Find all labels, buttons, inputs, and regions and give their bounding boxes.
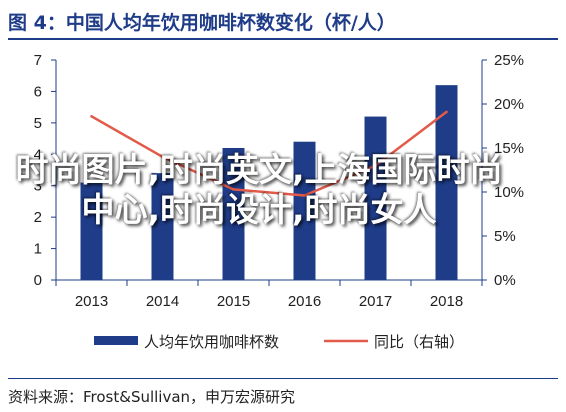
right-tick-label: 20%	[494, 96, 524, 113]
right-tick-label: 0%	[494, 272, 516, 289]
left-tick-label: 7	[34, 52, 42, 69]
left-tick-label: 6	[34, 83, 42, 100]
title-rule	[8, 38, 558, 40]
bar-2015	[222, 148, 245, 280]
yoy-point-2014	[161, 155, 164, 159]
bar-2017	[364, 116, 387, 280]
left-tick-label: 0	[34, 272, 42, 289]
left-axis: 0 1 2 3 4 5 6 7	[34, 52, 57, 289]
yoy-point-2016	[303, 194, 306, 197]
yoy-point-2017	[374, 164, 377, 167]
x-tick-label: 2018	[430, 293, 463, 310]
x-tick-label: 2015	[217, 293, 250, 310]
x-tick-label: 2014	[146, 293, 179, 310]
x-tick-label: 2017	[359, 293, 392, 310]
bar-2013	[80, 182, 103, 280]
legend: 人均年饮用咖啡杯数 同比（右轴）	[94, 333, 464, 351]
legend-bar-swatch	[94, 336, 138, 345]
left-tick-label: 4	[34, 146, 42, 163]
left-tick-label: 1	[34, 241, 42, 258]
right-tick-label: 15%	[494, 140, 524, 157]
right-tick-label: 5%	[494, 228, 516, 245]
right-tick-label: 10%	[494, 184, 524, 201]
line-series	[90, 110, 448, 197]
figure-title: 图 4：中国人均年饮用咖啡杯数变化（杯/人）	[8, 12, 396, 34]
x-tick-label: 2013	[75, 293, 108, 310]
left-tick-label: 5	[34, 115, 42, 132]
bar-2014	[151, 173, 174, 280]
yoy-point-2013	[90, 115, 93, 118]
legend-line-label: 同比（右轴）	[374, 333, 464, 351]
yoy-point-2015	[232, 188, 235, 191]
right-axis: 0% 5% 10% 15% 20% 25%	[481, 52, 524, 289]
bar-2018	[435, 85, 458, 281]
source-note: 资料来源：Frost&Sullivan，申万宏源研究	[8, 388, 296, 406]
source-rule	[8, 378, 558, 379]
bar-2016	[293, 141, 316, 280]
legend-bar-label: 人均年饮用咖啡杯数	[144, 333, 279, 351]
left-tick-label: 2	[34, 209, 42, 226]
right-tick-label: 25%	[494, 52, 524, 69]
bar-series	[80, 85, 458, 281]
yoy-point-2018	[445, 110, 448, 114]
x-tick-label: 2016	[288, 293, 321, 310]
yoy-line	[90, 110, 448, 197]
x-axis: 2013 2014 2015 2016 2017 2018	[55, 279, 483, 310]
left-tick-label: 3	[34, 178, 42, 195]
